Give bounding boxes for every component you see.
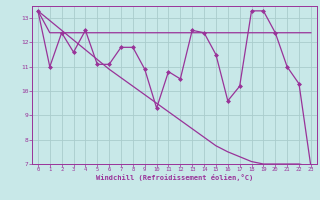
X-axis label: Windchill (Refroidissement éolien,°C): Windchill (Refroidissement éolien,°C) <box>96 174 253 181</box>
